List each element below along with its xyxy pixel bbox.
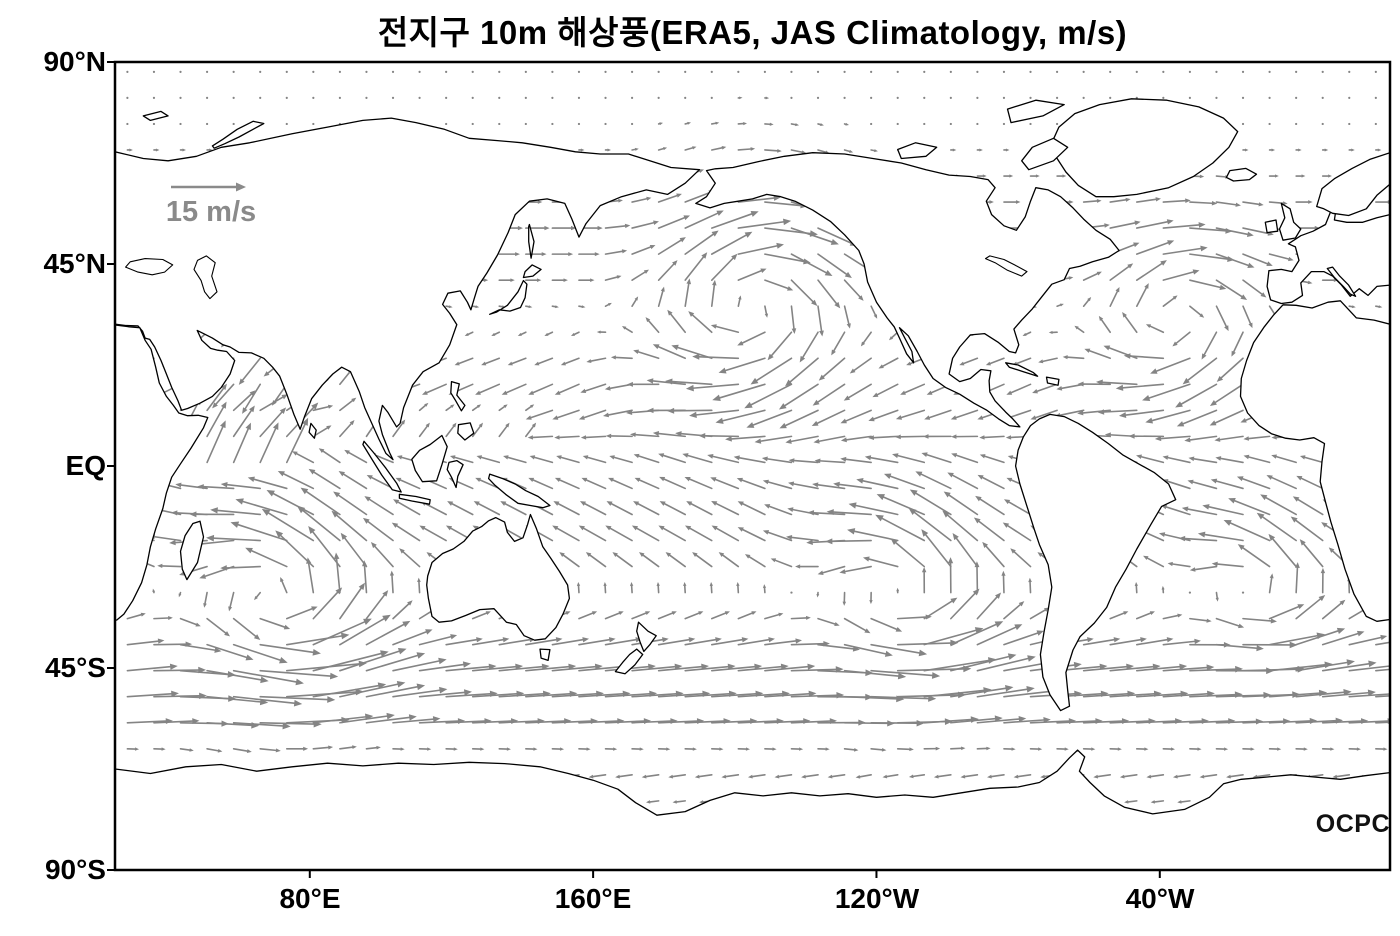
- y-axis-tick-90s: 90°S: [44, 854, 106, 885]
- landmass-borneo: [411, 434, 448, 483]
- landmass-baffin-island: [1021, 137, 1069, 171]
- landmass-tasmania: [539, 648, 551, 662]
- landmass-sumatra: [362, 440, 402, 493]
- landmass-madagascar: [179, 520, 205, 581]
- legend-reference-arrow-icon: [171, 182, 246, 192]
- landmass-greenland: [1051, 98, 1239, 198]
- landmass-eurasia: [115, 117, 701, 461]
- landmass-sri-lanka: [308, 422, 317, 439]
- landmass-svalbard: [142, 110, 169, 122]
- chart-title: 전지구 10m 해상풍(ERA5, JAS Climatology, m/s): [377, 14, 1128, 51]
- x-axis-tick-40w: 40°W: [1125, 883, 1195, 914]
- landmass-victoria-island: [897, 142, 938, 160]
- landmass-java: [398, 493, 431, 505]
- landmass-africa-east: [115, 324, 209, 622]
- x-axis-tick-160e: 160°E: [554, 883, 632, 914]
- landmass-japan-hokkaido: [522, 264, 542, 279]
- landmass-sakhalin: [528, 223, 535, 259]
- landmass-great-britain: [1278, 202, 1302, 241]
- watermark-ocpc: OCPC: [1315, 810, 1390, 838]
- landmass-luzon: [450, 380, 466, 412]
- frame-layer: [107, 60, 1392, 878]
- landmass-scandinavia: [1316, 152, 1390, 217]
- landmass-europe-west: [1266, 207, 1390, 305]
- waterbody-black-sea: [125, 258, 174, 276]
- x-axis-tick-80e: 80°E: [279, 883, 341, 914]
- landmass-antarctica: [115, 749, 1390, 870]
- landmass-new-zealand-south: [614, 648, 644, 675]
- landmass-australia: [426, 513, 571, 641]
- landmass-south-america: [1014, 413, 1177, 712]
- y-axis-tick-eq: EQ: [65, 450, 106, 481]
- landmass-new-zealand-north: [636, 621, 657, 653]
- x-axis-tick-120w: 120°W: [834, 883, 920, 914]
- landmass-japan-honshu: [489, 279, 528, 315]
- landmass-hispaniola: [1045, 376, 1060, 386]
- landmass-iceland: [1225, 167, 1258, 182]
- waterbody-caspian-sea: [193, 255, 218, 300]
- y-axis-tick-45n: 45°N: [43, 248, 106, 279]
- landmass-cuba: [1005, 362, 1039, 377]
- landmass-sulawesi: [446, 459, 464, 489]
- landmass-ellesmere-island: [1006, 99, 1065, 124]
- landmass-ireland: [1264, 219, 1279, 234]
- landmass-italy: [1326, 266, 1357, 297]
- landmass-africa-west: [1239, 300, 1390, 622]
- lakes-layer: [125, 255, 1028, 300]
- landmass-mindanao: [457, 422, 475, 441]
- landmass-novaya-zemlya: [211, 120, 265, 149]
- coastlines-layer: [115, 98, 1390, 870]
- landmass-north-america: [695, 152, 1120, 428]
- waterbody-great-lakes: [984, 255, 1028, 277]
- y-axis-tick-90n: 90°N: [43, 46, 106, 77]
- landmass-new-guinea: [487, 473, 551, 509]
- legend-reference-speed-label: 15 m/s: [165, 196, 257, 228]
- y-axis-tick-45s: 45°S: [44, 652, 106, 683]
